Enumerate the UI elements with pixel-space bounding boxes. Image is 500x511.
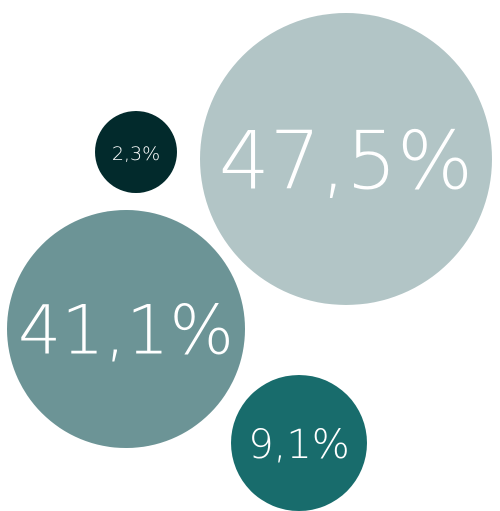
bubble-circle [200, 13, 492, 305]
bubble-circle [95, 111, 177, 193]
bubble-1: 41,1% [7, 210, 245, 448]
bubble-circle [231, 375, 367, 511]
bubble-0: 47,5% [200, 13, 492, 305]
bubble-value-label: 2,3% [112, 143, 160, 165]
bubble-circle [7, 210, 245, 448]
bubble-3: 2,3% [95, 111, 177, 193]
bubble-value-label: 41,1% [18, 292, 234, 371]
bubble-2: 9,1% [231, 375, 367, 511]
bubble-value-label: 47,5% [219, 115, 473, 208]
bubble-value-label: 9,1% [248, 422, 350, 468]
